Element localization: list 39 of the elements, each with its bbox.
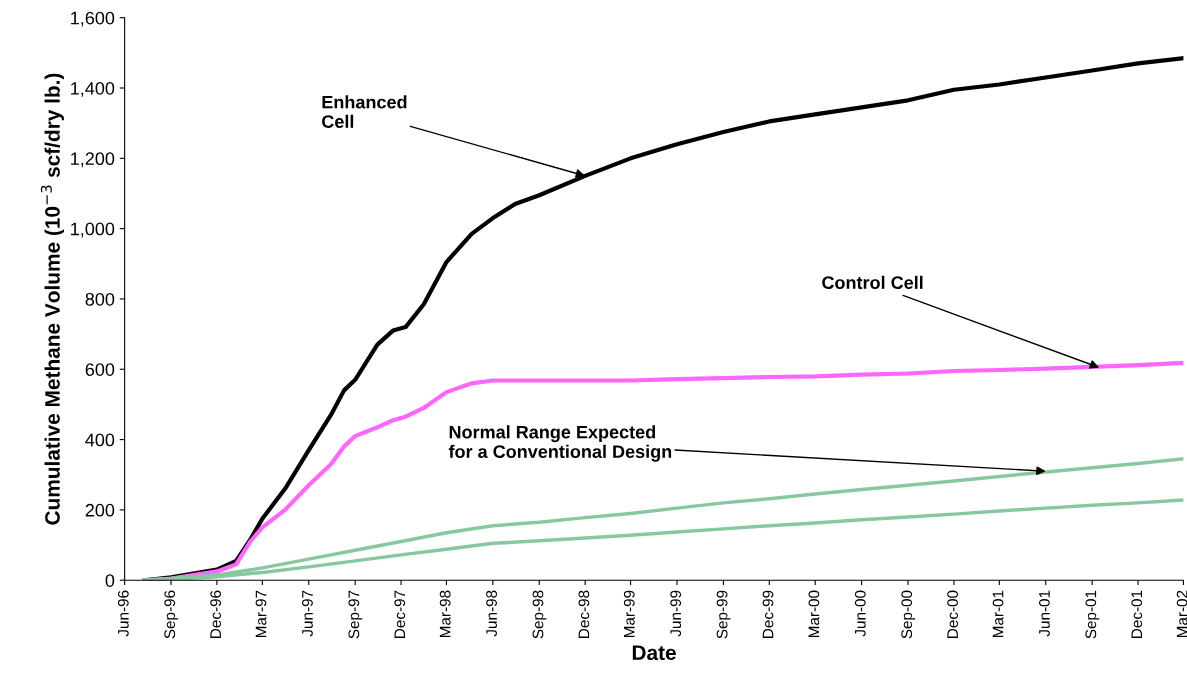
x-tick-label: Mar-01 bbox=[992, 590, 1004, 638]
x-tick-label: Mar-97 bbox=[255, 590, 267, 638]
y-tick-label: 1,200 bbox=[71, 152, 115, 168]
x-tick-label: Dec-01 bbox=[1131, 590, 1143, 638]
y-tick-label: 1,400 bbox=[71, 81, 115, 97]
x-tick-label: Jun-96 bbox=[117, 590, 129, 637]
x-tick-label: Sep-98 bbox=[532, 590, 547, 639]
y-axis-title: Cumulative Methane Volume (10$^{−3}$ scf/dry lb.) bbox=[40, 73, 64, 525]
x-tick-label: Dec-98 bbox=[578, 590, 590, 638]
x-tick-label: Sep-99 bbox=[716, 590, 731, 639]
x-tick-label: Jun-00 bbox=[854, 590, 866, 637]
y-tick-label: 0 bbox=[105, 574, 115, 587]
x-tick-label: Sep-00 bbox=[901, 590, 916, 639]
x-tick-label: Dec-96 bbox=[210, 590, 222, 638]
line-series bbox=[142, 360, 1184, 581]
annotation: Enhanced Cell bbox=[322, 95, 407, 128]
annotation: Normal Range Expected for a Conventional Design bbox=[448, 425, 672, 462]
x-tick-label: Dec-99 bbox=[762, 590, 774, 638]
x-tick-label: Dec-00 bbox=[947, 590, 959, 638]
annotation: Control Cell bbox=[822, 275, 923, 290]
x-tick-label: Sep-01 bbox=[1085, 590, 1100, 639]
x-axis-title: Date bbox=[632, 645, 676, 661]
y-tick-label: 1,600 bbox=[71, 11, 115, 27]
x-tick-label: Jun-98 bbox=[486, 590, 497, 637]
x-tick-label: Jun-99 bbox=[670, 590, 682, 637]
y-tick-label: 800 bbox=[85, 292, 115, 306]
x-tick-label: Mar-99 bbox=[623, 590, 635, 638]
y-tick-label: 600 bbox=[85, 363, 115, 376]
x-tick-label: Mar-00 bbox=[808, 590, 820, 638]
x-tick-label: Dec-97 bbox=[394, 590, 406, 638]
x-tick-label: Mar-98 bbox=[439, 590, 451, 638]
x-tick-label: Sep-96 bbox=[164, 590, 179, 639]
x-tick-label: Mar-02 bbox=[1176, 590, 1187, 638]
x-tick-label: Jun-97 bbox=[302, 590, 313, 637]
y-tick-label: 1,000 bbox=[71, 222, 115, 238]
x-tick-label: Sep-97 bbox=[348, 590, 363, 639]
y-tick-label: 200 bbox=[85, 503, 115, 517]
x-tick-label: Jun-01 bbox=[1039, 590, 1050, 637]
y-tick-label: 400 bbox=[85, 433, 115, 447]
